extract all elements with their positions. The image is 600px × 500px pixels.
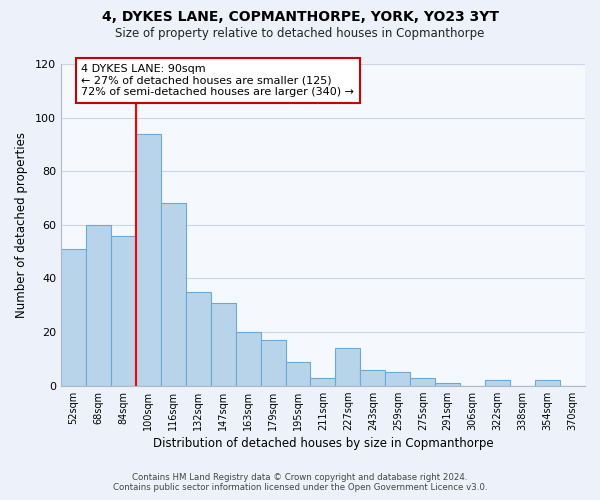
Bar	[410, 378, 435, 386]
Y-axis label: Number of detached properties: Number of detached properties	[15, 132, 28, 318]
Text: Contains HM Land Registry data © Crown copyright and database right 2024.
Contai: Contains HM Land Registry data © Crown c…	[113, 473, 487, 492]
Bar	[485, 380, 510, 386]
Bar	[260, 340, 286, 386]
Bar	[211, 302, 236, 386]
Bar	[136, 134, 161, 386]
Bar	[435, 383, 460, 386]
Bar	[236, 332, 260, 386]
Text: 4 DYKES LANE: 90sqm
← 27% of detached houses are smaller (125)
72% of semi-detac: 4 DYKES LANE: 90sqm ← 27% of detached ho…	[82, 64, 355, 97]
Bar	[61, 249, 86, 386]
Bar	[310, 378, 335, 386]
Bar	[361, 370, 385, 386]
Bar	[111, 236, 136, 386]
X-axis label: Distribution of detached houses by size in Copmanthorpe: Distribution of detached houses by size …	[152, 437, 493, 450]
Bar	[535, 380, 560, 386]
Text: Size of property relative to detached houses in Copmanthorpe: Size of property relative to detached ho…	[115, 28, 485, 40]
Bar	[161, 204, 186, 386]
Bar	[286, 362, 310, 386]
Bar	[335, 348, 361, 386]
Bar	[186, 292, 211, 386]
Bar	[385, 372, 410, 386]
Bar	[86, 225, 111, 386]
Text: 4, DYKES LANE, COPMANTHORPE, YORK, YO23 3YT: 4, DYKES LANE, COPMANTHORPE, YORK, YO23 …	[101, 10, 499, 24]
